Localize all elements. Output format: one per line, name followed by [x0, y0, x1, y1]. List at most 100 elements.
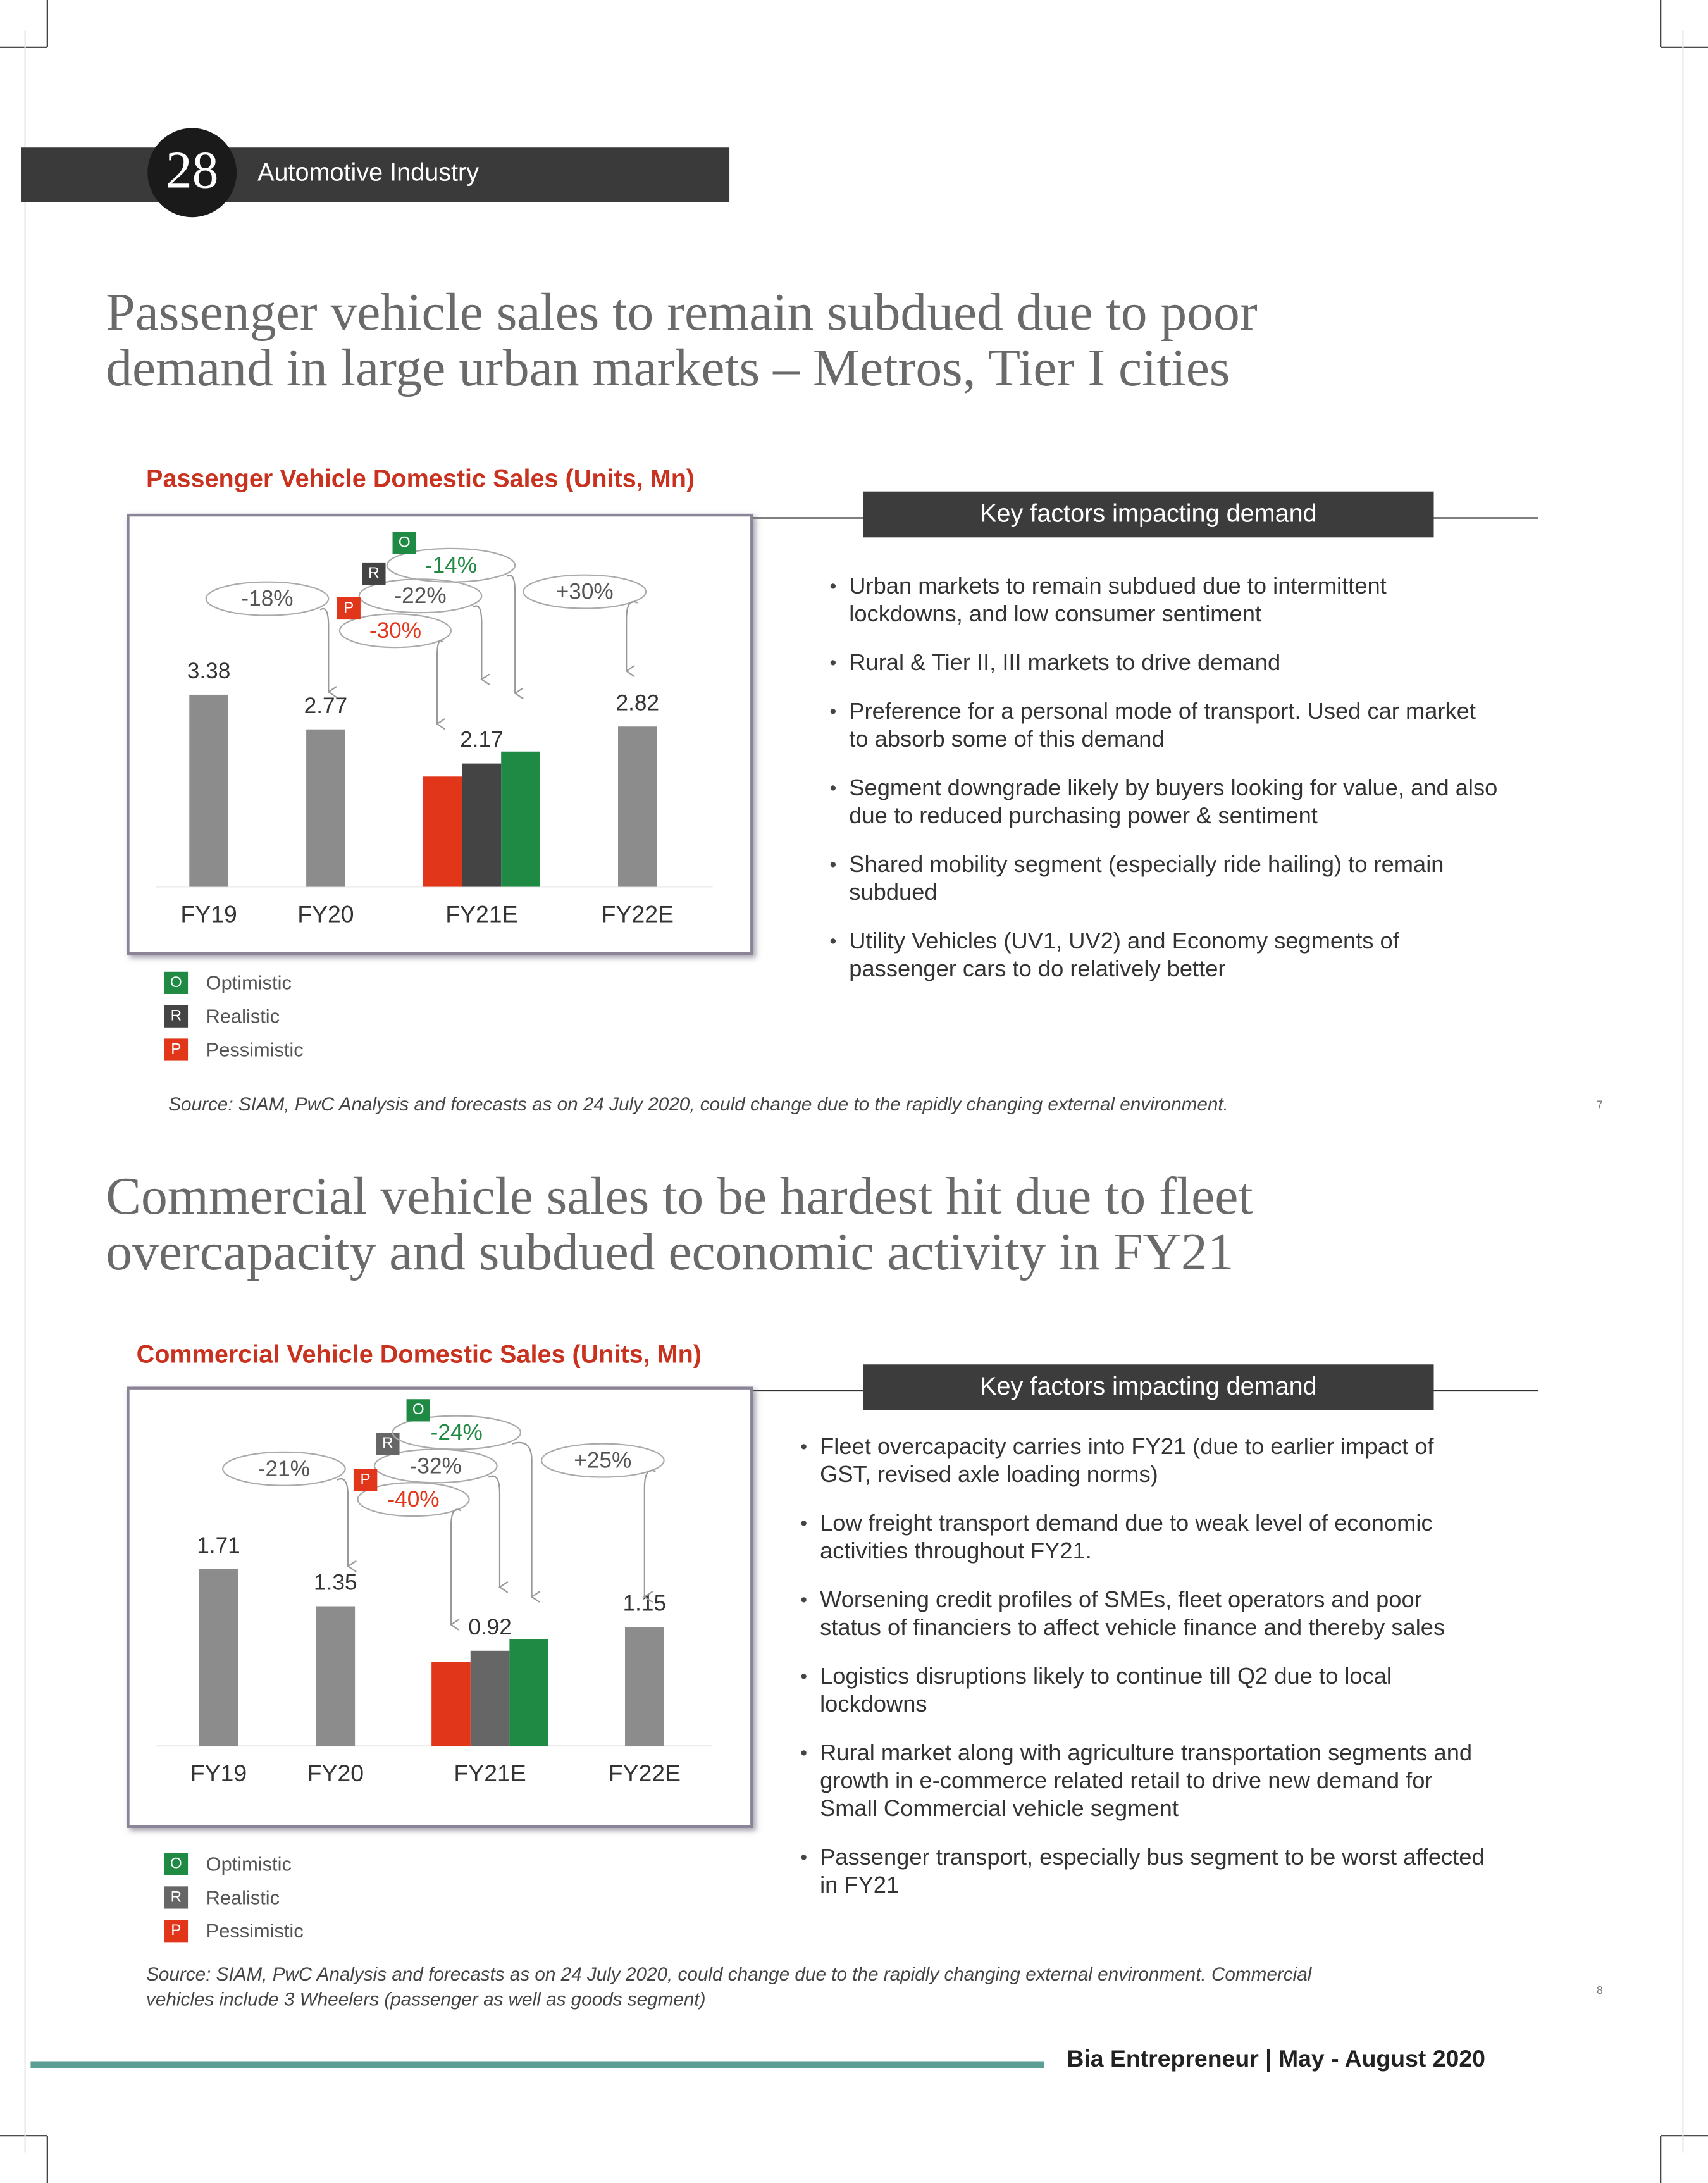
x-tick-label: FY21E — [454, 1760, 526, 1786]
key-factors-title: Key factors impacting demand — [980, 1372, 1317, 1400]
heading: Commercial vehicle sales to be hardest h… — [106, 1167, 1253, 1226]
bar — [470, 1650, 510, 1746]
annotation: +25% — [574, 1448, 631, 1473]
bar — [509, 1639, 548, 1746]
bullet-text: Fleet overcapacity carries into FY21 (du… — [820, 1433, 1434, 1459]
bullet-text: Rural & Tier II, III markets to drive de… — [849, 649, 1280, 675]
bullet-dot: • — [829, 854, 836, 876]
annotation-bubble — [523, 574, 647, 609]
annotation: -24% — [431, 1421, 483, 1445]
key-factors-title: Key factors impacting demand — [980, 500, 1317, 528]
bar — [189, 694, 228, 887]
x-tick-label: FY22E — [602, 901, 674, 928]
bullet-dot: • — [800, 1512, 807, 1534]
bullet-dot: • — [800, 1741, 807, 1763]
bullet-text: Utility Vehicles (UV1, UV2) and Economy … — [849, 928, 1399, 954]
data-label: 2.77 — [304, 693, 348, 718]
bullet-dot: • — [829, 700, 836, 723]
header-bar — [21, 147, 730, 202]
annotation-badge-text: R — [368, 564, 379, 582]
heading: Passenger vehicle sales to remain subdue… — [106, 283, 1258, 342]
annotation: -40% — [387, 1487, 439, 1512]
page-number: 28 — [166, 140, 219, 199]
bullet-text: Worsening credit profiles of SMEs, fleet… — [820, 1586, 1422, 1612]
bullet-text: lockdowns — [820, 1691, 927, 1717]
annotation: -32% — [410, 1453, 462, 1478]
bullet-dot: • — [800, 1665, 807, 1687]
data-label: 0.92 — [468, 1615, 512, 1639]
legend-label: Optimistic — [206, 972, 292, 994]
section-name: Automotive Industry — [257, 158, 479, 186]
bullet-text: lockdowns, and low consumer sentiment — [849, 600, 1261, 626]
annotation-arrow — [626, 600, 638, 671]
bullet-text: due to reduced purchasing power & sentim… — [849, 802, 1318, 828]
annotation-bubble — [386, 547, 516, 583]
bullet-text: activities throughout FY21. — [820, 1538, 1092, 1564]
annotation-arrow — [473, 605, 481, 680]
annotation-badge — [406, 1399, 430, 1422]
page-number-badge — [147, 128, 237, 218]
legend-badge — [164, 1005, 189, 1028]
bullet-text: in FY21 — [820, 1872, 899, 1898]
legend-label: Optimistic — [206, 1853, 292, 1875]
legend-badge — [164, 971, 189, 994]
x-tick-label: FY22E — [609, 1760, 681, 1786]
data-label: 1.35 — [314, 1570, 357, 1595]
data-label: 2.82 — [616, 690, 660, 715]
annotation-arrow — [437, 640, 443, 725]
chart-frame — [127, 1386, 753, 1828]
legend-badge-text: P — [171, 1040, 181, 1057]
bar — [618, 726, 657, 887]
key-factors-bar — [863, 1364, 1434, 1410]
annotation-badge-text: O — [412, 1401, 424, 1418]
bullet-dot: • — [800, 1435, 807, 1457]
annotation-arrow — [512, 1441, 532, 1597]
bullet-dot: • — [829, 930, 836, 952]
legend-badge — [164, 1853, 189, 1875]
bar — [462, 763, 502, 887]
bullet-dot: • — [829, 575, 836, 597]
bullet-text: Preference for a personal mode of transp… — [849, 698, 1476, 724]
legend-label: Pessimistic — [206, 1920, 304, 1942]
bullet-text: growth in e-commerce related retail to d… — [820, 1767, 1432, 1793]
data-label: 1.71 — [197, 1533, 240, 1558]
legend-badge — [164, 1920, 189, 1943]
source: Source: SIAM, PwC Analysis and forecasts… — [146, 1964, 1313, 1985]
bullet-text: Small Commercial vehicle segment — [820, 1795, 1179, 1821]
annotation: -18% — [241, 587, 293, 611]
chart-plot: FY19 3.38 FY20 2.77 FY21E FY22E 2.82 O Optimisti… — [156, 532, 713, 1061]
bullet-dot: • — [829, 652, 836, 674]
legend-badge — [164, 1886, 189, 1909]
legend-badge-text: R — [171, 1007, 182, 1024]
key-factors-bar — [863, 491, 1434, 538]
bullet-dot: • — [829, 777, 836, 799]
bullet-text: Passenger transport, especially bus segm… — [820, 1844, 1485, 1870]
annotation: +30% — [556, 580, 614, 604]
bullet-text: status of financiers to affect vehicle f… — [820, 1614, 1445, 1640]
data-label: 2.17 — [460, 728, 504, 752]
annotation: -22% — [394, 583, 446, 608]
annotation: -30% — [369, 618, 421, 643]
x-tick-label: FY19 — [190, 1760, 247, 1786]
bullet-text: Rural market along with agriculture tran… — [820, 1739, 1472, 1765]
source: Source: SIAM, PwC Analysis and forecasts… — [168, 1094, 1228, 1115]
legend-badge-text: R — [171, 1888, 182, 1905]
bullet-text: subdued — [849, 879, 937, 905]
annotation-badge-text: O — [399, 533, 411, 550]
footer: Bia Entrepreneur | May - August 2020 — [1067, 2045, 1485, 2072]
legend-badge-text: P — [171, 1922, 181, 1939]
annotation-badge-text: P — [343, 599, 354, 616]
annotation-arrow — [451, 1508, 461, 1625]
bar — [423, 776, 462, 887]
annotation-badge — [392, 532, 416, 554]
annotation-arrow — [337, 1478, 349, 1566]
annotation-badge-text: R — [382, 1434, 393, 1452]
legend-badge-text: O — [170, 974, 182, 991]
annotation-badge — [362, 562, 386, 585]
page-marker: 8 — [1597, 1984, 1603, 1996]
annotation-bubble — [221, 1451, 346, 1486]
bullet-dot: • — [800, 1846, 807, 1868]
legend-badge — [164, 1038, 189, 1061]
annotation: -14% — [425, 553, 477, 578]
chart-title: Passenger Vehicle Domestic Sales (Units,… — [146, 465, 695, 493]
